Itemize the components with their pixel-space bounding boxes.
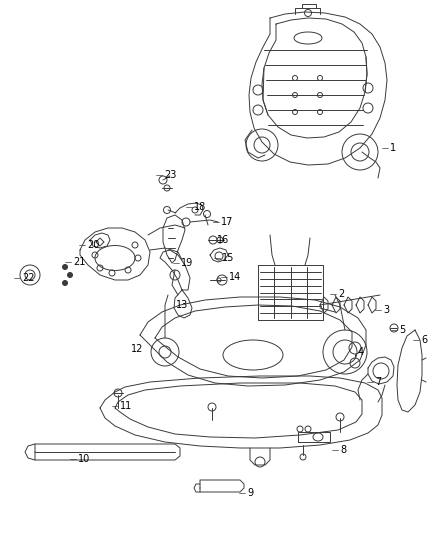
Text: 15: 15 [222,253,234,263]
Text: 4: 4 [358,347,364,357]
Text: 1: 1 [390,143,396,153]
Text: 12: 12 [131,344,143,354]
Text: 2: 2 [338,289,344,299]
Text: 20: 20 [87,240,99,250]
Circle shape [63,280,67,286]
Text: 5: 5 [399,325,405,335]
Text: 21: 21 [73,257,85,267]
Text: 18: 18 [194,202,206,212]
Text: 11: 11 [120,401,132,411]
Text: 7: 7 [375,377,381,387]
Text: 17: 17 [221,217,233,227]
Circle shape [67,272,73,278]
Text: 19: 19 [181,258,193,268]
Text: 3: 3 [383,305,389,315]
Text: 23: 23 [164,170,177,180]
Text: 16: 16 [217,235,229,245]
Text: 14: 14 [229,272,241,282]
Circle shape [63,264,67,270]
Text: 13: 13 [176,300,188,310]
Text: 8: 8 [340,445,346,455]
Text: 9: 9 [247,488,253,498]
Text: 10: 10 [78,454,90,464]
Text: 6: 6 [421,335,427,345]
Text: 22: 22 [22,273,35,283]
